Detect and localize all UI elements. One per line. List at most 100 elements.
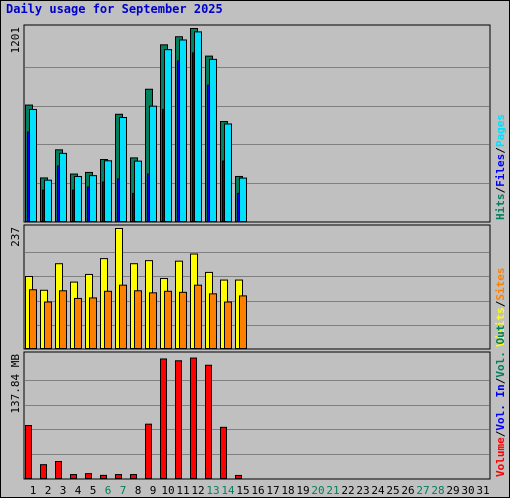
hits-bar-pages-day-7 [119, 117, 127, 222]
hits-bar-pages-day-11 [179, 39, 187, 222]
volume-ymax-label: 137.84 MB [9, 354, 22, 414]
hits-bar-pages-day-1 [29, 108, 37, 222]
x-tick-label-day-16: 16 [251, 484, 264, 497]
volume-panel-border [23, 351, 491, 480]
x-tick-label-day-25: 25 [386, 484, 399, 497]
chart-title: Daily usage for September 2025 [6, 2, 223, 16]
volume-bar-volume-day-7 [115, 474, 122, 480]
hits-bar-pages-day-3 [59, 152, 67, 222]
legend-entry: / [494, 147, 507, 154]
visits-bar-sites-day-11 [179, 291, 187, 350]
x-tick-label-day-21: 21 [326, 484, 339, 497]
hits-bar-pages-day-6 [104, 160, 112, 222]
visits-bar-sites-day-14 [224, 301, 232, 349]
x-tick-label-day-2: 2 [45, 484, 52, 497]
x-tick-label-day-6: 6 [105, 484, 112, 497]
volume-bar-volume-day-12 [190, 357, 197, 479]
volume-bar-volume-day-15 [235, 474, 242, 480]
visits-bar-sites-day-5 [89, 297, 97, 349]
x-tick-label-day-28: 28 [431, 484, 444, 497]
hits-bar-pages-day-15 [239, 177, 247, 223]
volume-bar-volume-day-2 [40, 464, 47, 480]
hits-bar-pages-day-4 [74, 175, 82, 222]
hits-bar-pages-day-9 [149, 105, 157, 222]
visits-legend: Visits/Sites [494, 268, 507, 348]
hits-bar-pages-day-13 [209, 58, 217, 223]
x-tick-label-day-19: 19 [296, 484, 309, 497]
legend-entry: Pages [494, 114, 507, 147]
x-tick-label-day-5: 5 [90, 484, 97, 497]
visits-bar-sites-day-4 [74, 297, 82, 350]
x-tick-label-day-9: 9 [150, 484, 157, 497]
volume-bar-volume-day-3 [55, 461, 62, 479]
volume-legend: Volume/Vol. In/Vol. Out [494, 325, 507, 477]
hits-legend: Hits/Files/Pages [494, 114, 507, 220]
legend-entry: / [494, 187, 507, 194]
legend-entry: Visits [494, 307, 507, 347]
x-tick-label-day-14: 14 [221, 484, 235, 497]
visits-bar-sites-day-9 [149, 292, 157, 349]
visits-bar-sites-day-13 [209, 293, 217, 350]
visits-bar-sites-day-12 [194, 284, 202, 350]
hits-bar-pages-day-10 [164, 49, 172, 222]
volume-bar-volume-day-14 [220, 426, 227, 480]
x-tick-label-day-24: 24 [371, 484, 385, 497]
x-tick-label-day-4: 4 [75, 484, 82, 497]
legend-entry: Vol. In [494, 384, 507, 430]
volume-bar-volume-day-1 [25, 425, 32, 480]
legend-entry: Files [494, 154, 507, 187]
visits-bar-sites-day-2 [44, 301, 52, 349]
x-tick-label-day-3: 3 [60, 484, 67, 497]
volume-bar-volume-day-13 [205, 364, 212, 479]
legend-entry: / [494, 377, 507, 384]
volume-bar-volume-day-5 [85, 473, 92, 480]
legend-entry: Hits [494, 194, 507, 221]
x-tick-label-day-8: 8 [135, 484, 142, 497]
visits-bar-sites-day-1 [29, 289, 37, 349]
hits-panel-border [23, 24, 491, 223]
x-tick-label-day-10: 10 [161, 484, 174, 497]
hits-bar-pages-day-14 [224, 123, 232, 222]
visits-ymax-label: 237 [9, 227, 22, 247]
visits-bar-sites-day-3 [59, 290, 67, 350]
visits-panel-border [23, 224, 491, 350]
x-tick-label-day-7: 7 [120, 484, 127, 497]
x-tick-label-day-12: 12 [191, 484, 204, 497]
x-tick-label-day-26: 26 [401, 484, 414, 497]
x-tick-label-day-31: 31 [476, 484, 489, 497]
visits-bar-sites-day-8 [134, 290, 142, 350]
hits-ymax-label: 1201 [9, 27, 22, 54]
hits-bar-pages-day-8 [134, 160, 142, 222]
x-tick-label-day-22: 22 [341, 484, 354, 497]
x-tick-label-day-17: 17 [266, 484, 279, 497]
x-tick-label-day-20: 20 [311, 484, 324, 497]
x-tick-label-day-11: 11 [176, 484, 189, 497]
x-tick-label-day-18: 18 [281, 484, 294, 497]
visits-bar-sites-day-10 [164, 290, 172, 349]
x-tick-label-day-13: 13 [206, 484, 219, 497]
x-tick-label-day-29: 29 [446, 484, 459, 497]
x-tick-label-day-1: 1 [30, 484, 37, 497]
legend-entry: Volume [494, 437, 507, 477]
hits-bar-pages-day-2 [44, 179, 52, 223]
visits-bar-sites-day-15 [239, 295, 247, 349]
legend-entry: Sites [494, 268, 507, 301]
hits-bar-pages-day-5 [89, 175, 97, 222]
volume-bar-volume-day-11 [175, 360, 182, 480]
volume-bar-volume-day-6 [100, 474, 107, 480]
legend-entry: / [494, 300, 507, 307]
volume-bar-volume-day-10 [160, 358, 167, 479]
x-tick-label-day-15: 15 [236, 484, 249, 497]
x-tick-label-day-23: 23 [356, 484, 369, 497]
x-tick-label-day-27: 27 [416, 484, 429, 497]
volume-bar-volume-day-4 [70, 474, 77, 480]
visits-bar-sites-day-6 [104, 290, 112, 349]
visits-bar-sites-day-7 [119, 284, 127, 350]
volume-bar-volume-day-8 [130, 474, 137, 480]
legend-entry: Vol. Out [494, 325, 507, 378]
x-tick-label-day-30: 30 [461, 484, 474, 497]
volume-bar-volume-day-9 [145, 423, 152, 480]
legend-entry: / [494, 430, 507, 437]
